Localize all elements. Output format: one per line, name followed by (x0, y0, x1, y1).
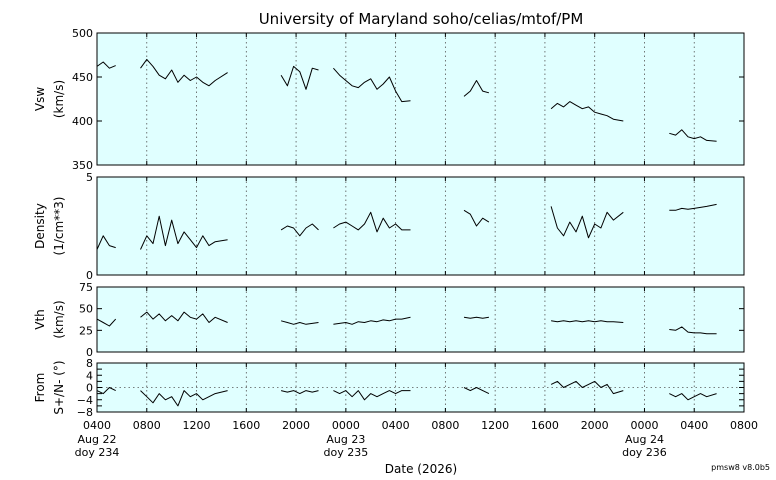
data-line-density-3 (280, 223, 319, 237)
x-tick-label: 1600 (531, 419, 559, 432)
data-line-density-2 (140, 215, 228, 250)
data-line-density-1 (96, 235, 116, 250)
panel-background (97, 177, 744, 275)
x-tick-label: 2000 (282, 419, 310, 432)
y-tick-label: 350 (72, 159, 93, 172)
x-tick-label: 0800 (133, 419, 161, 432)
data-line-vsw-6 (550, 101, 624, 122)
data-line-from-angle-3 (280, 390, 319, 395)
x-doy-label: doy 234 (75, 446, 120, 459)
panel-background (97, 363, 744, 412)
data-line-density-4 (333, 211, 411, 233)
y-tick-label: 50 (79, 303, 93, 316)
panel-frame (96, 286, 745, 353)
y-tick-label: 25 (79, 324, 93, 337)
y-tick-label: 500 (72, 27, 93, 40)
data-line-vsw-2 (140, 58, 228, 87)
data-line-vsw-4 (333, 67, 411, 103)
x-tick-label: 0400 (382, 419, 410, 432)
x-tick-label: 0400 (83, 419, 111, 432)
footer-version: pmsw8 v8.0b5 (711, 463, 770, 472)
data-line-from-angle-5 (463, 387, 490, 395)
data-line-vth-6 (551, 320, 624, 323)
x-doy-label: doy 236 (622, 446, 667, 459)
y-axis-unit: (km/s) (52, 300, 66, 338)
panel-background (97, 33, 744, 165)
x-date-label: Aug 24 (625, 433, 664, 446)
x-tick-label: 0000 (630, 419, 658, 432)
x-tick-label: 2000 (581, 419, 609, 432)
x-tick-label: 0400 (680, 419, 708, 432)
y-tick-label: 0 (86, 269, 93, 282)
x-tick-label: 0000 (332, 419, 360, 432)
y-tick-label: 450 (72, 71, 93, 84)
data-line-vth-2 (140, 311, 228, 323)
data-line-vth-5 (463, 316, 489, 319)
data-line-vsw-7 (669, 129, 717, 142)
y-axis-label: Vsw (33, 87, 47, 111)
data-line-from-angle-6 (550, 380, 624, 395)
data-line-from-angle-7 (669, 393, 717, 401)
data-line-vth-1 (96, 318, 117, 327)
y-axis-unit: (km/s) (52, 80, 66, 118)
data-line-from-angle-1 (96, 387, 116, 395)
data-line-vth-3 (280, 320, 319, 325)
y-axis-label: Density (33, 203, 47, 249)
y-tick-label: 0 (86, 346, 93, 359)
data-line-vsw-1 (96, 61, 116, 69)
data-line-from-angle-4 (333, 390, 411, 401)
data-line-from-angle-2 (140, 390, 228, 407)
y-tick-label: −8 (77, 406, 93, 419)
data-line-vth-7 (669, 326, 717, 335)
data-line-vsw-3 (280, 65, 319, 90)
x-tick-label: 1200 (481, 419, 509, 432)
x-tick-label: 0800 (730, 419, 758, 432)
y-tick-label: 5 (86, 171, 93, 184)
data-line-density-5 (463, 209, 490, 227)
panel-vth: 0 25 50 75 Vth (km/s) (33, 281, 745, 359)
y-tick-label: 400 (72, 115, 93, 128)
x-axis-label: Date (2026) (385, 462, 457, 476)
data-line-density-7 (669, 203, 717, 211)
x-date-label: Aug 23 (326, 433, 365, 446)
y-tick-label: 75 (79, 281, 93, 294)
x-tick-label: 0800 (431, 419, 459, 432)
x-date-label: Aug 22 (78, 433, 117, 446)
y-tick-label: 8 (86, 357, 93, 370)
y-tick-label: −4 (77, 394, 93, 407)
x-tick-label: 1600 (232, 419, 260, 432)
panel-frame (96, 32, 745, 166)
y-axis-unit: (1/cm**3) (52, 197, 66, 256)
panel-frame (96, 176, 745, 276)
data-line-vsw-5 (463, 80, 490, 97)
y-tick-label: 4 (86, 369, 93, 382)
chart-title: University of Maryland soho/celias/mtof/… (259, 10, 584, 28)
x-tick-label: 1200 (183, 419, 211, 432)
panel-density: 0 5 Density (1/cm**3) (33, 171, 745, 282)
y-tick-label: 0 (86, 382, 93, 395)
panel-vsw: 350 400 450 500 Vsw (km/s) (33, 27, 745, 172)
data-line-vth-4 (333, 316, 411, 325)
y-axis-label: From (33, 373, 47, 403)
data-line-density-6 (550, 206, 624, 239)
y-axis-unit: S+/N- (°) (52, 360, 66, 414)
panel-background (97, 287, 744, 352)
x-doy-label: doy 235 (323, 446, 368, 459)
y-axis-label: Vth (33, 309, 47, 330)
